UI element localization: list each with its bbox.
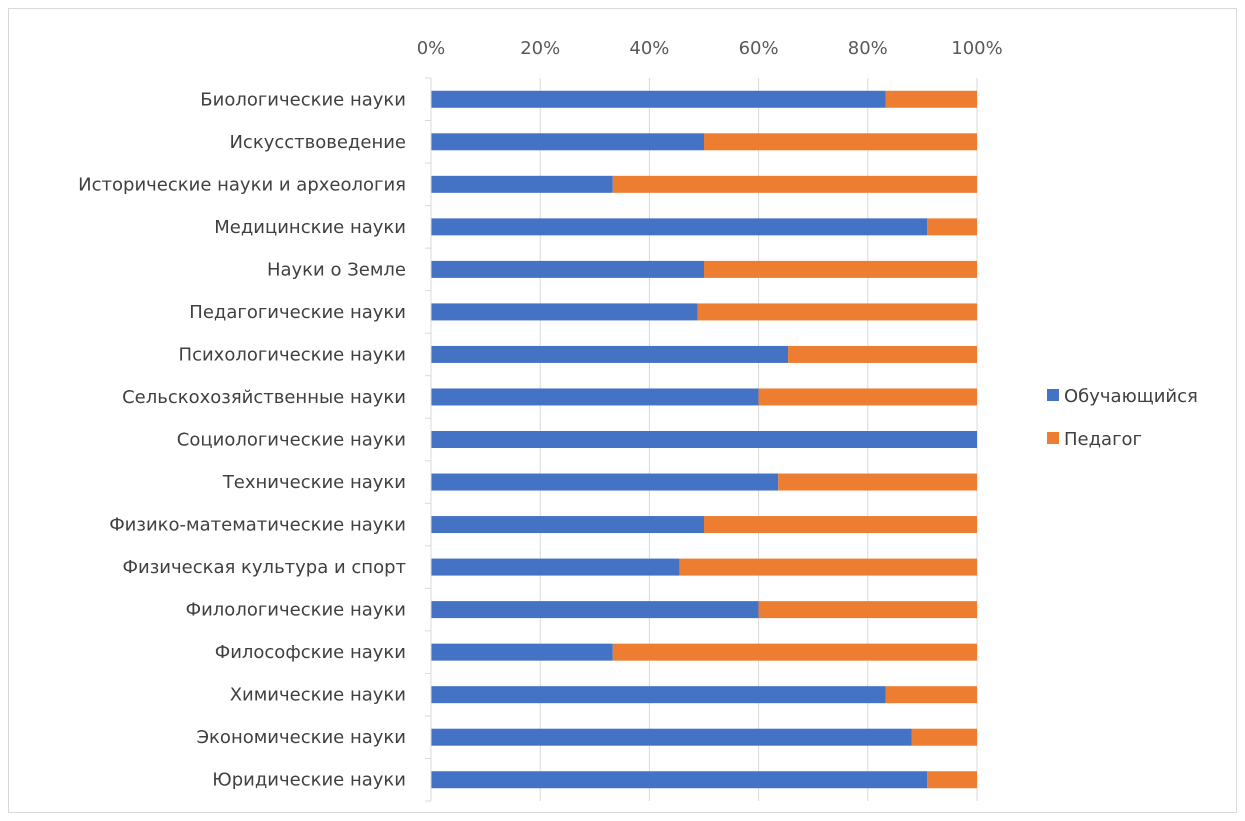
bar-segment-series-1 [927, 218, 977, 236]
stacked-bar-chart: 0% 20% 40% 60% 80% 100% Биологические науки Иск… [78, 38, 1198, 802]
bar-segment-series-1 [885, 90, 977, 108]
x-tick-label: 80% [848, 38, 888, 59]
chart-frame: 0% 20% 40% 60% 80% 100% Биологические науки Иск… [8, 8, 1237, 813]
bar-segment-series-0 [431, 771, 928, 789]
bar-segment-series-0 [431, 516, 704, 534]
bar-segment-series-0 [431, 218, 928, 236]
x-tick-label: 100% [951, 38, 1002, 59]
bar-segment-series-1 [704, 260, 977, 278]
bar-segment-series-0 [431, 133, 704, 151]
legend-swatch [1047, 389, 1059, 401]
bar-segment-series-1 [758, 388, 977, 406]
bars [431, 90, 977, 789]
bar-segment-series-1 [778, 473, 977, 491]
category-label: Медицинские науки [214, 217, 406, 238]
bar-segment-series-0 [431, 388, 759, 406]
bar-segment-series-0 [431, 431, 977, 448]
category-label: Исторические науки и археология [78, 174, 406, 195]
bar-segment-series-1 [704, 133, 977, 151]
x-tick-label: 20% [520, 38, 560, 59]
bar-segment-series-1 [911, 728, 977, 746]
category-label: Философские науки [215, 642, 406, 663]
bar-segment-series-1 [697, 303, 977, 321]
category-label: Сельскохозяйственные науки [122, 387, 406, 408]
category-label: Биологические науки [200, 89, 406, 110]
bar-segment-series-0 [431, 473, 779, 491]
bar-segment-series-0 [431, 643, 613, 661]
bar-segment-series-1 [704, 516, 977, 534]
bar-segment-series-1 [885, 686, 977, 704]
bar-segment-series-1 [612, 643, 977, 661]
category-label: Педагогические науки [189, 302, 406, 323]
category-label: Физико-математические науки [109, 515, 406, 536]
legend-label: Педагог [1064, 429, 1142, 450]
bar-segment-series-0 [431, 260, 704, 278]
bar-segment-series-0 [431, 345, 789, 363]
bar-segment-series-1 [612, 175, 977, 193]
category-label: Экономические науки [196, 727, 406, 748]
bar-segment-series-0 [431, 601, 759, 619]
category-label: Юридические науки [212, 770, 406, 791]
bar-segment-series-0 [431, 175, 613, 193]
category-label: Искусствоведение [229, 132, 406, 153]
bar-segment-series-1 [927, 771, 977, 789]
bar-segment-series-0 [431, 558, 680, 576]
bar-segment-series-1 [679, 558, 977, 576]
bar-segment-series-0 [431, 728, 912, 746]
category-label: Физическая культура и спорт [123, 557, 406, 578]
category-label: Химические науки [230, 685, 406, 706]
axes: 0% 20% 40% 60% 80% 100% Биологические науки Иск… [78, 38, 1003, 802]
category-label: Технические науки [222, 472, 406, 493]
category-label: Филологические науки [186, 600, 406, 621]
bar-segment-series-1 [758, 601, 977, 619]
legend: Обучающийся Педагог [1047, 386, 1198, 450]
legend-swatch [1047, 432, 1059, 444]
x-tick-label: 0% [417, 38, 446, 59]
category-label: Социологические науки [177, 430, 406, 451]
bar-segment-series-0 [431, 90, 886, 108]
category-label: Психологические науки [179, 344, 406, 365]
bar-segment-series-1 [788, 345, 977, 363]
x-tick-label: 60% [739, 38, 779, 59]
x-tick-label: 40% [629, 38, 669, 59]
bar-segment-series-0 [431, 303, 698, 321]
category-label: Науки о Земле [267, 259, 406, 280]
legend-label: Обучающийся [1064, 386, 1198, 407]
bar-segment-series-0 [431, 686, 886, 704]
